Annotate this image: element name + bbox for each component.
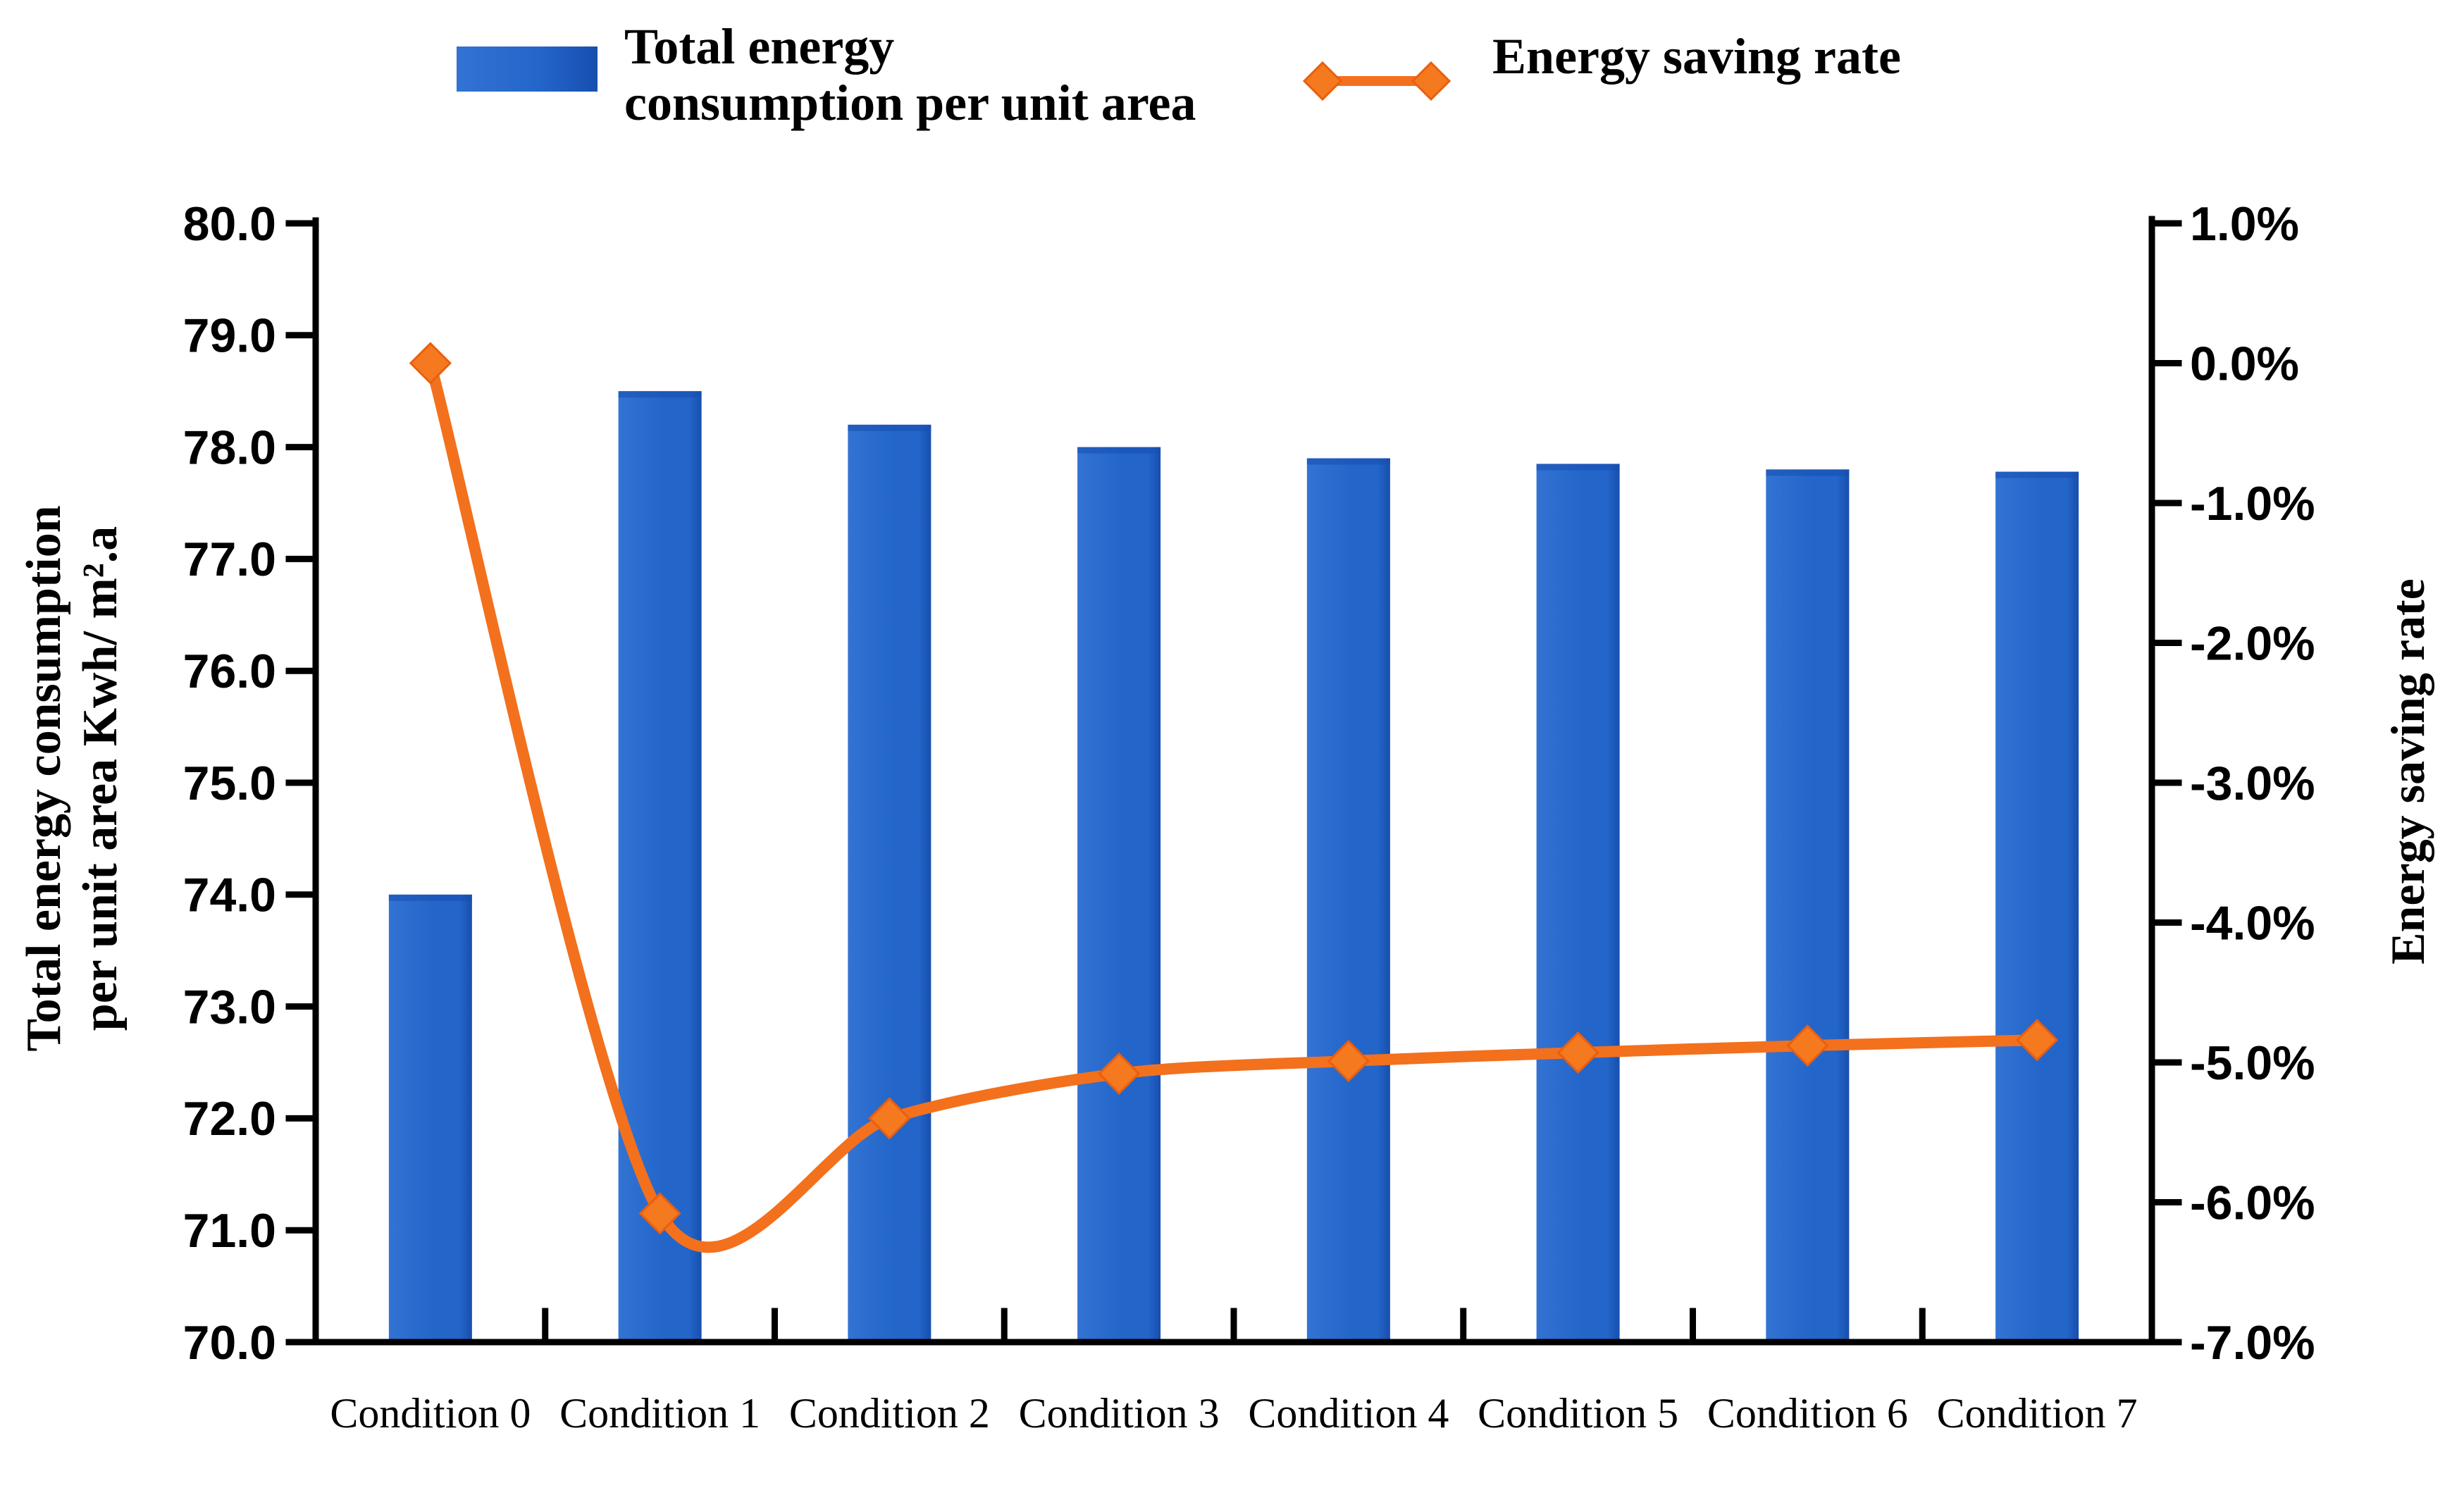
right-axis-tick-label: -7.0%	[2190, 1316, 2315, 1370]
marker-condition-7	[2016, 1019, 2059, 1062]
left-axis-title-line1: Total energy consumption	[17, 505, 71, 1051]
left-axis-tick-label: 80.0	[183, 197, 276, 251]
left-axis-tick-label: 72.0	[183, 1092, 276, 1146]
bar-top-edge	[1995, 471, 2079, 478]
x-axis-category-label: Condition 1	[559, 1390, 760, 1437]
left-axis-tick-label: 77.0	[183, 533, 276, 586]
bar-condition-3	[1077, 447, 1161, 1342]
x-axis-category-label: Condition 3	[1019, 1390, 1220, 1437]
x-axis-category-label: Condition 5	[1478, 1390, 1678, 1437]
legend-label-consumption: Total energy consumption per unit area	[624, 18, 1196, 131]
bar-top-edge	[1766, 469, 1850, 476]
right-axis-tick-label: -1.0%	[2190, 477, 2315, 531]
left-axis-tick-label: 78.0	[183, 421, 276, 474]
x-axis-category-label: Condition 2	[789, 1390, 990, 1437]
bar-condition-4	[1306, 458, 1390, 1342]
legend-diamond-icon	[1411, 61, 1451, 101]
marker-condition-5	[1556, 1031, 1599, 1074]
marker-condition-0	[409, 342, 452, 385]
right-axis-tick-label: -4.0%	[2190, 896, 2315, 950]
right-axis-title: Energy saving rate	[2381, 578, 2434, 964]
line-series-swatch	[1300, 41, 1455, 125]
bar-condition-6	[1766, 469, 1850, 1342]
bar-top-edge	[848, 424, 931, 431]
bar-series-swatch	[457, 46, 598, 92]
bar-condition-7	[1995, 471, 2079, 1342]
marker-condition-3	[1098, 1052, 1141, 1096]
line-diamond-swatch-svg	[1302, 61, 1451, 101]
left-axis-tick-label: 76.0	[183, 645, 276, 698]
x-axis-category-label: Condition 4	[1248, 1390, 1449, 1437]
x-axis-category-label: Condition 7	[1937, 1390, 2138, 1437]
left-axis-tick-label: 79.0	[183, 309, 276, 363]
right-axis-tick-label: 1.0%	[2190, 197, 2299, 251]
axes	[285, 216, 2182, 1346]
bar-condition-2	[848, 424, 931, 1342]
legend-label-saving-rate: Energy saving rate	[1492, 28, 1901, 85]
right-axis-tick-label: -5.0%	[2190, 1036, 2315, 1090]
right-axis-tick-label: 0.0%	[2190, 337, 2299, 390]
marker-condition-6	[1786, 1024, 1829, 1067]
x-axis-category-label: Condition 0	[330, 1390, 531, 1437]
legend-diamond-icon	[1302, 61, 1343, 101]
marker-condition-2	[868, 1097, 911, 1140]
bar-top-edge	[1077, 447, 1161, 454]
left-axis-tick-label: 74.0	[183, 869, 276, 922]
bar-top-edge	[1306, 458, 1390, 465]
right-axis-tick-label: -2.0%	[2190, 616, 2315, 670]
bar-condition-1	[618, 391, 702, 1343]
left-axis-tick-label: 73.0	[183, 980, 276, 1034]
right-axis-tick-label: -6.0%	[2190, 1176, 2315, 1229]
bar-series	[388, 391, 2079, 1343]
marker-condition-1	[638, 1192, 681, 1235]
marker-condition-4	[1327, 1039, 1370, 1083]
chart-legend: Total energy consumption per unit area E…	[0, 0, 2464, 169]
left-axis-title-line2: per unit area Kwh/ m².a	[73, 526, 128, 1031]
left-axis-tick-label: 70.0	[183, 1316, 276, 1370]
bar-condition-5	[1536, 464, 1620, 1343]
right-axis-tick-label: -3.0%	[2190, 757, 2315, 810]
bar-top-edge	[388, 894, 472, 901]
bar-top-edge	[618, 391, 702, 398]
bar-top-edge	[1536, 464, 1620, 471]
left-axis-tick-label: 71.0	[183, 1204, 276, 1258]
bar-condition-0	[388, 894, 472, 1342]
left-axis-tick-label: 75.0	[183, 757, 276, 810]
x-axis-category-label: Condition 6	[1707, 1390, 1908, 1437]
